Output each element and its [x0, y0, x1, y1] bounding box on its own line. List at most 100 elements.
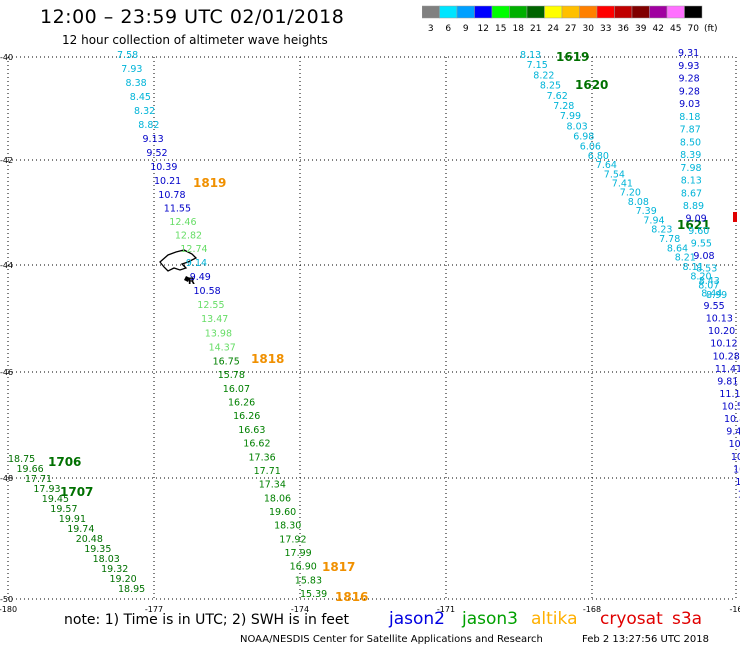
pass-time-label: 1706: [48, 455, 81, 469]
wave-height-label: 7.41: [612, 178, 633, 189]
wave-height-label: 7.62: [547, 91, 568, 102]
wave-height-label: 17.93: [33, 484, 60, 495]
wave-height-label: 16.07: [223, 384, 250, 395]
wave-height-label: 9.28: [679, 86, 700, 97]
wave-height-label: 7.93: [121, 64, 142, 75]
wave-height-label: 8.08: [628, 197, 649, 208]
wave-height-label: 17.34: [259, 480, 286, 491]
pass-time-label: 1707: [60, 485, 93, 499]
wave-height-label: 8.22: [533, 70, 554, 81]
island-label: R: [188, 277, 195, 287]
wave-height-label: 9.14: [186, 258, 207, 269]
wave-height-label: 7.15: [527, 60, 548, 71]
wave-height-label: 8.13: [520, 50, 541, 61]
satellite-name-s3a: s3a: [672, 609, 703, 629]
legend-label-12: 12: [478, 24, 489, 33]
wave-height-label: 11: [735, 477, 740, 488]
wave-height-label: 10.7: [733, 464, 740, 475]
footer-credit: NOAA/NESDIS Center for Satellite Applica…: [240, 634, 543, 645]
lat-label: -48: [0, 474, 13, 483]
wave-height-label: 8.25: [540, 81, 561, 92]
wave-height-label: 8.89: [683, 201, 704, 212]
legend-label-3: 3: [428, 24, 434, 33]
wave-height-label: 8.39: [680, 150, 701, 161]
lon-label: -16: [729, 605, 740, 614]
wave-height-label: 10.21: [154, 176, 181, 187]
legend-label-21: 21: [530, 24, 541, 33]
wave-height-label: 7.78: [659, 234, 680, 245]
lon-label: -171: [437, 605, 455, 614]
wave-height-label: 9.49: [190, 272, 211, 283]
wave-height-label: 8.38: [126, 78, 147, 89]
wave-height-label: 8.13: [681, 176, 702, 187]
map-subtitle: 12 hour collection of altimeter wave hei…: [62, 33, 328, 47]
wave-height-label: 19.66: [17, 464, 44, 475]
satellite-name-cryosat: cryosat: [600, 609, 663, 629]
wave-height-label: 10.56: [722, 402, 740, 413]
wave-height-label: 8.64: [667, 243, 688, 254]
wave-height-label: 12.55: [197, 300, 224, 311]
wave-height-label: 15.39: [300, 589, 327, 600]
pass-time-label: 1816: [335, 590, 368, 604]
wave-height-label: 16.26: [228, 398, 255, 409]
pass-time-label: 1621: [677, 218, 710, 232]
wave-height-label: 16.62: [243, 439, 270, 450]
wave-height-label: 8.53: [696, 263, 717, 274]
wave-height-label: 8.82: [138, 120, 159, 131]
wave-height-label: 8.44: [701, 289, 722, 300]
wave-height-label: 8.21: [675, 253, 696, 264]
pass-time-label: 1819: [193, 176, 226, 190]
wave-height-label: 7.20: [620, 188, 641, 199]
wave-height-label: 9.46: [726, 427, 740, 438]
lat-label: -40: [0, 53, 13, 62]
wave-height-label: 14.37: [209, 342, 236, 353]
lon-label: -177: [145, 605, 163, 614]
wave-height-label: 13.47: [201, 314, 228, 325]
wave-height-label: 9.93: [678, 61, 699, 72]
legend-label-39: 39: [635, 24, 647, 33]
legend-label-42: 42: [653, 24, 664, 33]
island-outline: R: [159, 249, 198, 287]
wave-height-label: 10.7: [729, 439, 740, 450]
legend-label-45: 45: [670, 24, 681, 33]
wave-height-label: 12.46: [169, 217, 196, 228]
wave-height-label: 19.32: [101, 564, 128, 575]
wave-height-label: 7.54: [604, 169, 625, 180]
pass-time-label: 1817: [322, 560, 355, 574]
wave-height-label: 9.60: [688, 226, 709, 237]
wave-height-label: 10.13: [706, 314, 733, 325]
wave-height-label: 15.83: [295, 575, 322, 586]
lat-label: -42: [0, 156, 13, 165]
legend-label-6: 6: [445, 24, 451, 33]
wave-height-label: 9.13: [143, 134, 164, 145]
wave-height-label: 8.43: [699, 276, 720, 287]
wave-height-label: 6.06: [580, 142, 601, 153]
wave-height-label: 7.98: [680, 163, 701, 174]
wave-height-label: 7.39: [636, 206, 657, 217]
footer-date: Feb 2 13:27:56 UTC 2018: [582, 634, 709, 645]
wave-height-label: 9.55: [704, 301, 725, 312]
wave-height-label: 12.82: [175, 231, 202, 242]
wave-height-label: 19.45: [42, 494, 69, 505]
lat-label: -46: [0, 368, 13, 377]
legend-swatch-70: [684, 5, 703, 19]
wave-height-label: 6.98: [573, 132, 594, 143]
color-legend: 3 6 9 12 15 18 21 24 27 30 33 36 39 42 45 70 (ft): [422, 5, 718, 33]
wave-height-label: 9.81: [717, 376, 738, 387]
wave-height-label: 11: [738, 489, 740, 500]
lat-label: -50: [0, 595, 13, 604]
legend-label-18: 18: [513, 24, 525, 33]
wave-height-label: 10.58: [194, 286, 221, 297]
footer-note: note: 1) Time is in UTC; 2) SWH is in fe…: [64, 612, 350, 628]
wave-height-label: 8.67: [681, 188, 702, 199]
wave-height-label: 7.87: [680, 125, 701, 136]
track-jason3: 8.137.158.228.257.627.287.998.036.986.06…: [520, 50, 727, 301]
satellite-name-jason3: jason3: [462, 609, 518, 629]
wave-height-label: 11.55: [164, 204, 191, 215]
legend-label-15: 15: [495, 24, 506, 33]
wave-height-label: 10.81: [724, 414, 740, 425]
wave-height-label: 17.71: [25, 474, 52, 485]
wave-height-label: 10.78: [158, 190, 185, 201]
wave-height-label: 9.31: [678, 48, 699, 59]
wave-height-label: 19.60: [269, 507, 296, 518]
